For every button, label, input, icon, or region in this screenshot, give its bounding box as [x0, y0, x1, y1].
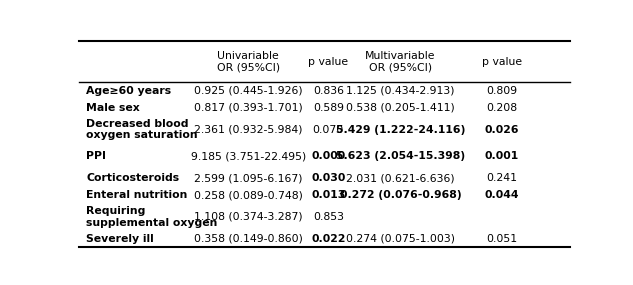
Text: Requiring
supplemental oxygen: Requiring supplemental oxygen — [87, 206, 218, 228]
Text: Severely ill: Severely ill — [87, 234, 154, 244]
Text: 0.538 (0.205-1.411): 0.538 (0.205-1.411) — [346, 103, 455, 113]
Text: 2.361 (0.932-5.984): 2.361 (0.932-5.984) — [194, 125, 303, 135]
Text: 0.853: 0.853 — [313, 212, 344, 222]
Text: 0.258 (0.089-0.748): 0.258 (0.089-0.748) — [194, 190, 303, 200]
Text: 0.925 (0.445-1.926): 0.925 (0.445-1.926) — [194, 86, 303, 96]
Text: 0.836: 0.836 — [313, 86, 344, 96]
Text: Enteral nutrition: Enteral nutrition — [87, 190, 188, 200]
Text: 0.208: 0.208 — [486, 103, 518, 113]
Text: 0.274 (0.075-1.003): 0.274 (0.075-1.003) — [346, 234, 455, 244]
Text: Age≥60 years: Age≥60 years — [87, 86, 172, 96]
Text: Male sex: Male sex — [87, 103, 141, 113]
Text: 0.051: 0.051 — [486, 234, 518, 244]
Text: p value: p value — [482, 57, 522, 67]
Text: 0.070: 0.070 — [313, 125, 344, 135]
Text: 1.125 (0.434-2.913): 1.125 (0.434-2.913) — [346, 86, 454, 96]
Text: 0.044: 0.044 — [485, 190, 519, 200]
Text: 0.013: 0.013 — [311, 190, 346, 200]
Text: 2.031 (0.621-6.636): 2.031 (0.621-6.636) — [346, 173, 454, 183]
Text: 2.599 (1.095-6.167): 2.599 (1.095-6.167) — [194, 173, 303, 183]
Text: 0.241: 0.241 — [487, 173, 518, 183]
Text: 0.809: 0.809 — [486, 86, 518, 96]
Text: 0.022: 0.022 — [311, 234, 346, 244]
Text: Corticosteroids: Corticosteroids — [87, 173, 180, 183]
Text: 0.000: 0.000 — [311, 151, 346, 161]
Text: 0.026: 0.026 — [485, 125, 519, 135]
Text: 0.589: 0.589 — [313, 103, 344, 113]
Text: p value: p value — [308, 57, 348, 67]
Text: 0.001: 0.001 — [485, 151, 519, 161]
Text: 5.623 (2.054-15.398): 5.623 (2.054-15.398) — [336, 151, 465, 161]
Text: 1.108 (0.374-3.287): 1.108 (0.374-3.287) — [194, 212, 303, 222]
Text: 0.272 (0.076-0.968): 0.272 (0.076-0.968) — [340, 190, 461, 200]
Text: 0.817 (0.393-1.701): 0.817 (0.393-1.701) — [194, 103, 303, 113]
Text: PPI: PPI — [87, 151, 106, 161]
Text: 0.358 (0.149-0.860): 0.358 (0.149-0.860) — [194, 234, 303, 244]
Text: 9.185 (3.751-22.495): 9.185 (3.751-22.495) — [191, 151, 306, 161]
Text: Multivariable
OR (95%CI): Multivariable OR (95%CI) — [365, 51, 436, 72]
Text: 0.030: 0.030 — [311, 173, 346, 183]
Text: 5.429 (1.222-24.116): 5.429 (1.222-24.116) — [335, 125, 465, 135]
Text: Decreased blood
oxygen saturation: Decreased blood oxygen saturation — [87, 119, 198, 140]
Text: Univariable
OR (95%CI): Univariable OR (95%CI) — [217, 51, 280, 72]
